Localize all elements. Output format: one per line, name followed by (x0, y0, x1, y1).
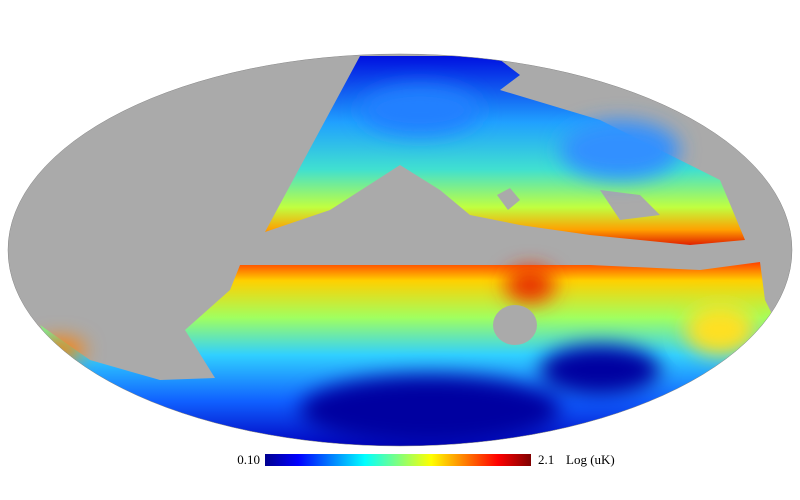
colorbar-min: 0.10 (237, 452, 260, 467)
colorbar-max: 2.1 (538, 452, 554, 467)
map-outline (7, 53, 793, 447)
masked-area (497, 188, 660, 220)
south-region (40, 262, 780, 446)
colorbar (265, 454, 531, 466)
masked-area (493, 305, 537, 345)
colorbar-unit: Log (uK) (566, 452, 615, 467)
